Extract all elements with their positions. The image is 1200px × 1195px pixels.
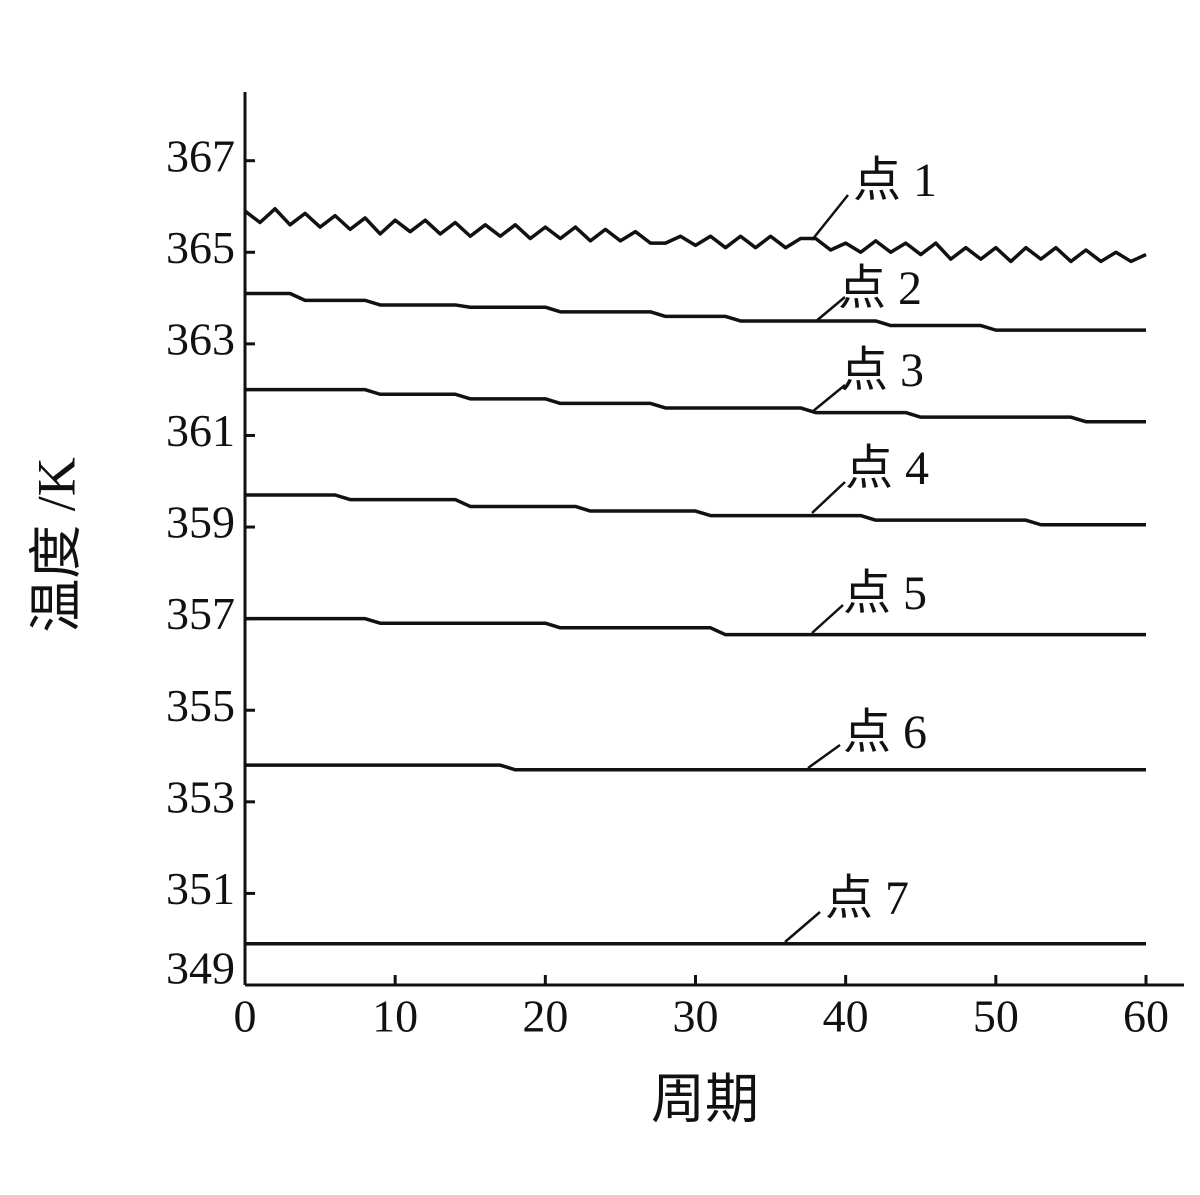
y-tick-label: 359 [166, 497, 235, 548]
y-tick-label: 361 [166, 405, 235, 456]
leader-line [811, 481, 846, 514]
x-tick-label: 60 [1123, 991, 1169, 1042]
y-tick-label: 357 [166, 588, 235, 639]
x-tick-label: 20 [522, 991, 568, 1042]
series-label: 点 1 [853, 154, 937, 207]
series-line [245, 387, 1146, 424]
series-label: 点 3 [840, 344, 924, 397]
series-line [245, 493, 1146, 527]
x-tick-label: 10 [372, 991, 418, 1042]
y-tick-label: 351 [166, 863, 235, 914]
leader-line [784, 911, 821, 943]
series-label: 点 4 [845, 442, 929, 495]
x-tick-label: 30 [673, 991, 719, 1042]
leader-line [811, 604, 844, 634]
x-tick-label: 0 [234, 991, 257, 1042]
y-tick-label: 367 [166, 130, 235, 181]
y-tick-label: 353 [166, 771, 235, 822]
series-line [245, 616, 1146, 637]
leader-line [814, 296, 846, 323]
leader-line [811, 384, 846, 413]
series-label: 点 6 [843, 706, 927, 759]
series-label: 点 2 [838, 262, 922, 315]
y-tick-label: 355 [166, 680, 235, 731]
y-tick-label: 363 [166, 313, 235, 364]
series-label: 点 5 [843, 567, 927, 620]
series-line [245, 763, 1146, 772]
y-axis-title: 温度 /K [26, 457, 86, 633]
series-label: 点 7 [825, 872, 909, 925]
x-tick-label: 50 [973, 991, 1019, 1042]
series-line [243, 207, 1147, 264]
x-tick-label: 40 [823, 991, 869, 1042]
y-tick-label: 365 [166, 222, 235, 273]
series-line [245, 291, 1146, 332]
leader-line [811, 194, 849, 241]
leader-line [807, 743, 841, 770]
y-tick-label: 349 [166, 943, 235, 994]
x-axis-title: 周期 [651, 1069, 759, 1129]
